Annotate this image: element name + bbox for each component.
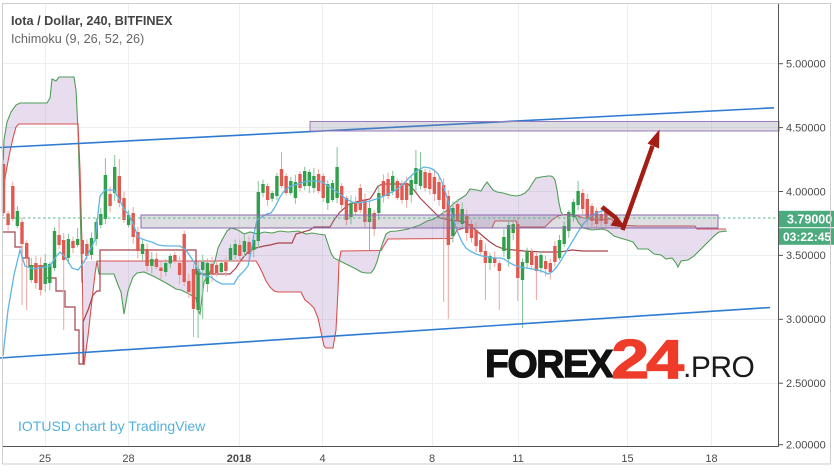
svg-text:IOTUSD chart by TradingView: IOTUSD chart by TradingView	[18, 418, 206, 434]
svg-text:3.50000: 3.50000	[786, 250, 826, 262]
svg-text:.PRO: .PRO	[683, 351, 754, 384]
svg-text:15: 15	[621, 453, 633, 465]
svg-text:2.00000: 2.00000	[786, 440, 826, 452]
svg-text:18: 18	[705, 453, 717, 465]
svg-text:3.79000: 3.79000	[787, 213, 832, 227]
svg-text:Ichimoku (9, 26, 52, 26): Ichimoku (9, 26, 52, 26)	[11, 32, 144, 46]
svg-text:2.50000: 2.50000	[786, 378, 826, 390]
svg-text:03:22:45: 03:22:45	[783, 230, 831, 244]
svg-text:24: 24	[611, 329, 684, 390]
svg-text:5.00000: 5.00000	[786, 59, 826, 71]
svg-text:3.00000: 3.00000	[786, 314, 826, 326]
svg-text:2018: 2018	[227, 453, 251, 465]
svg-text:4: 4	[319, 453, 325, 465]
svg-text:Iota / Dollar, 240, BITFINEX: Iota / Dollar, 240, BITFINEX	[11, 14, 173, 28]
svg-text:4.00000: 4.00000	[786, 186, 826, 198]
svg-text:4.50000: 4.50000	[786, 122, 826, 134]
svg-text:11: 11	[512, 453, 523, 465]
svg-text:8: 8	[429, 453, 435, 465]
svg-text:28: 28	[122, 453, 134, 465]
svg-text:25: 25	[39, 453, 51, 465]
svg-text:FOREX: FOREX	[485, 343, 613, 386]
